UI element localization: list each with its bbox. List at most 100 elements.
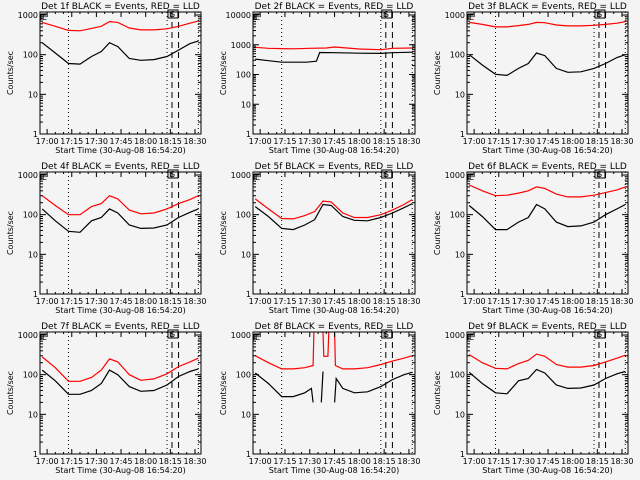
x-tick-label: 17:45 bbox=[323, 457, 346, 466]
marker-e: E bbox=[253, 13, 260, 22]
x-tick-label: 18:30 bbox=[183, 457, 206, 466]
x-tick-label: 18:15 bbox=[159, 137, 182, 146]
x-tick-label: 18:30 bbox=[183, 297, 206, 306]
marker-s-label: S bbox=[597, 330, 602, 339]
panel-title: Det 6f BLACK = Events, RED = LLD bbox=[468, 162, 627, 172]
marker-e-label: E bbox=[255, 13, 260, 22]
marker-s-label: S bbox=[597, 170, 602, 179]
marker-e-label: E bbox=[469, 13, 474, 22]
marker-e: E bbox=[40, 173, 47, 182]
y-tick-label: 1 bbox=[33, 290, 38, 299]
x-tick-label: 17:45 bbox=[537, 297, 560, 306]
x-tick-label: 18:30 bbox=[397, 137, 420, 146]
x-tick-label: 17:00 bbox=[36, 457, 59, 466]
panel-3: Det 3f BLACK = Events, RED = LLD 1 10 100 10… bbox=[433, 2, 634, 155]
series-lld bbox=[42, 20, 199, 32]
x-tick-label: 18:00 bbox=[561, 297, 584, 306]
series-events bbox=[468, 368, 626, 395]
y-tick-label: 1000 bbox=[445, 171, 465, 180]
x-tick-label: 18:00 bbox=[561, 137, 584, 146]
series-events bbox=[41, 368, 199, 395]
marker-s: S bbox=[167, 169, 179, 179]
x-tick-label: 17:00 bbox=[249, 457, 272, 466]
x-tick-label: 18:15 bbox=[373, 457, 396, 466]
y-tick-label: 10000 bbox=[226, 11, 251, 20]
x-tick-label: 18:30 bbox=[397, 457, 420, 466]
y-tick-label: 10 bbox=[28, 90, 38, 99]
y-tick-label: 1 bbox=[246, 130, 251, 139]
panel-title: Det 8f BLACK = Events, RED = LLD bbox=[255, 322, 414, 332]
x-tick-label: 17:15 bbox=[60, 297, 83, 306]
x-tick-label: 17:00 bbox=[36, 297, 59, 306]
x-tick-label: 17:15 bbox=[60, 137, 83, 146]
marker-s-label: S bbox=[170, 170, 175, 179]
x-tick-label: 18:30 bbox=[397, 297, 420, 306]
y-tick-label: 1 bbox=[246, 290, 251, 299]
panel-8: Det 8f BLACK = Events, RED = LLD 1 10 100 10… bbox=[219, 322, 420, 475]
plot-frame bbox=[252, 171, 416, 295]
series-events bbox=[468, 52, 626, 77]
series-lld bbox=[255, 46, 413, 51]
series-events bbox=[468, 203, 626, 231]
x-tick-label: 18:15 bbox=[586, 297, 609, 306]
y-axis-label: Counts/sec bbox=[433, 211, 442, 255]
panel-title: Det 3f BLACK = Events, RED = LLD bbox=[468, 2, 627, 12]
x-tick-label: 18:15 bbox=[586, 137, 609, 146]
x-tick-label: 17:00 bbox=[36, 137, 59, 146]
y-tick-label: 10 bbox=[455, 250, 465, 259]
marker-e-label: E bbox=[42, 173, 47, 182]
plot-frame bbox=[39, 171, 202, 295]
series-lld bbox=[469, 21, 626, 28]
x-axis-label: Start Time (30-Aug-08 16:54:20) bbox=[55, 146, 186, 155]
y-axis-label: Counts/sec bbox=[6, 211, 15, 255]
series-events bbox=[41, 40, 199, 65]
x-tick-label: 17:00 bbox=[463, 137, 486, 146]
y-tick-label: 100 bbox=[450, 371, 465, 380]
marker-e: E bbox=[40, 333, 47, 342]
x-tick-label: 17:45 bbox=[537, 457, 560, 466]
x-tick-label: 18:00 bbox=[561, 457, 584, 466]
x-tick-label: 17:30 bbox=[298, 137, 321, 146]
panel-title: Det 7f BLACK = Events, RED = LLD bbox=[41, 322, 200, 332]
x-tick-label: 17:00 bbox=[463, 297, 486, 306]
x-axis-label: Start Time (30-Aug-08 16:54:20) bbox=[269, 306, 400, 315]
panel-6: Det 6f BLACK = Events, RED = LLD 1 10 100 10… bbox=[433, 162, 634, 315]
series-events bbox=[254, 371, 413, 403]
panel-5: Det 5f BLACK = Events, RED = LLD 1 10 100 10… bbox=[219, 162, 420, 315]
x-tick-label: 17:15 bbox=[60, 457, 83, 466]
marker-e: E bbox=[253, 173, 260, 182]
x-axis-label: Start Time (30-Aug-08 16:54:20) bbox=[55, 466, 186, 475]
y-tick-label: 1000 bbox=[18, 11, 38, 20]
marker-s-label: S bbox=[170, 10, 175, 19]
x-tick-label: 17:15 bbox=[273, 457, 296, 466]
marker-e-label: E bbox=[469, 173, 474, 182]
y-tick-label: 1 bbox=[460, 130, 465, 139]
panel-title: Det 1f BLACK = Events, RED = LLD bbox=[41, 2, 200, 12]
plot-frame bbox=[252, 11, 416, 135]
y-tick-label: 1000 bbox=[18, 331, 38, 340]
x-axis-label: Start Time (30-Aug-08 16:54:20) bbox=[482, 306, 613, 315]
x-tick-label: 18:30 bbox=[183, 137, 206, 146]
x-tick-label: 18:30 bbox=[610, 297, 633, 306]
marker-e: E bbox=[253, 333, 260, 342]
panel-title: Det 5f BLACK = Events, RED = LLD bbox=[255, 162, 414, 172]
y-tick-label: 10 bbox=[28, 410, 38, 419]
x-tick-label: 17:45 bbox=[110, 137, 133, 146]
plot-frame bbox=[466, 331, 629, 455]
x-tick-label: 17:30 bbox=[85, 137, 108, 146]
marker-s: S bbox=[594, 9, 606, 19]
plot-frame bbox=[39, 331, 202, 455]
series-lld bbox=[41, 195, 199, 216]
x-tick-label: 17:30 bbox=[512, 137, 535, 146]
panel-1: Det 1f BLACK = Events, RED = LLD 1 10 100 10… bbox=[6, 2, 207, 155]
y-tick-label: 10 bbox=[241, 100, 251, 109]
marker-e-label: E bbox=[255, 333, 260, 342]
y-axis-label: Counts/sec bbox=[219, 51, 228, 95]
y-tick-label: 1 bbox=[460, 450, 465, 459]
marker-s: S bbox=[381, 9, 393, 19]
series-lld bbox=[468, 353, 626, 370]
x-axis-label: Start Time (30-Aug-08 16:54:20) bbox=[482, 146, 613, 155]
x-tick-label: 17:15 bbox=[487, 297, 510, 306]
y-tick-label: 100 bbox=[236, 211, 251, 220]
